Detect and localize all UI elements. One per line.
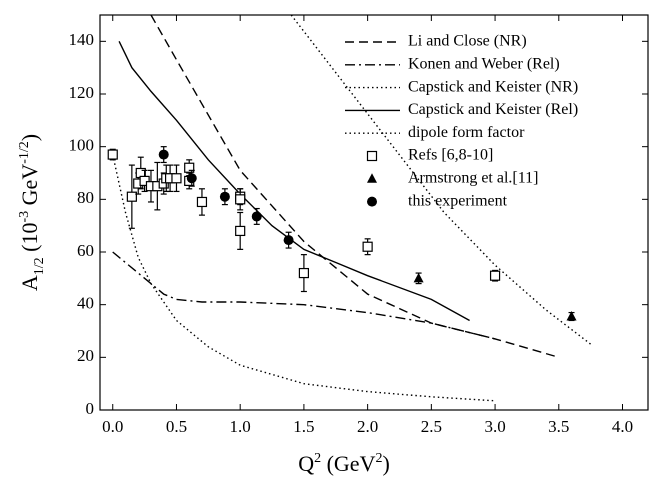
label-part: Q [298,451,314,476]
model-curve [112,154,496,402]
legend-label: Capstick and Keister (NR) [408,78,578,95]
x-tick-label: 1.5 [293,417,314,436]
legend-label: Armstrong et al.[11] [408,169,538,186]
marker [489,270,501,281]
legend-label: Konen and Weber (Rel) [408,55,560,72]
legend-label: Refs [6,8-10] [408,147,493,164]
marker [158,149,169,160]
x-tick-label: 0.0 [102,417,123,436]
marker [139,175,150,186]
marker [184,162,195,173]
y-tick-label: 0 [86,399,95,418]
y-tick-label: 100 [69,136,95,155]
legend-label: this experiment [408,192,508,209]
x-label: Q2 (GeV2) [298,451,390,476]
marker [107,149,118,160]
y-label: A1/2 (10-3 GeV-1/2) [17,134,47,291]
marker [235,194,246,205]
label-part: 2 [314,451,321,466]
label-part: A [17,275,42,291]
marker [171,173,182,184]
label-part: 2 [375,451,382,466]
legend-label: Capstick and Keister (Rel) [408,101,578,118]
model-curve [112,251,496,340]
x-tick-label: 3.0 [484,417,505,436]
legend-marker [367,196,377,207]
label-part: 1/2 [32,257,47,275]
label-part: (10 [17,223,42,258]
x-tick-label: 0.5 [166,417,187,436]
marker [251,211,262,222]
legend-marker [367,173,377,183]
marker [298,267,310,279]
legend-label: Li and Close (NR) [408,33,527,50]
marker [413,272,424,283]
marker [362,241,373,252]
legend-marker [366,150,378,162]
y-tick-label: 140 [69,30,95,49]
marker [126,191,137,202]
marker [283,235,294,246]
marker [196,196,208,208]
model-curve [150,14,559,358]
model-curve [118,40,470,322]
label-part: ) [382,451,389,476]
marker [219,191,230,202]
x-tick-label: 4.0 [612,417,633,436]
y-tick-label: 120 [69,83,95,102]
label-part: GeV [17,164,42,211]
y-tick-label: 80 [77,188,94,207]
y-tick-label: 20 [77,346,94,365]
label-part: (GeV [321,451,375,476]
x-tick-label: 3.5 [548,417,569,436]
plot-frame [99,14,649,411]
y-tick-label: 60 [77,241,94,260]
marker [566,311,577,321]
x-tick-label: 2.5 [421,417,442,436]
x-tick-label: 2.0 [357,417,378,436]
label-part: -3 [17,211,32,223]
label-part: -1/2 [17,141,32,164]
marker [235,225,246,237]
x-tick-label: 1.0 [230,417,251,436]
y-tick-label: 40 [77,294,94,313]
legend-label: dipole form factor [408,124,525,141]
label-part: ) [17,134,42,141]
marker [186,173,197,184]
